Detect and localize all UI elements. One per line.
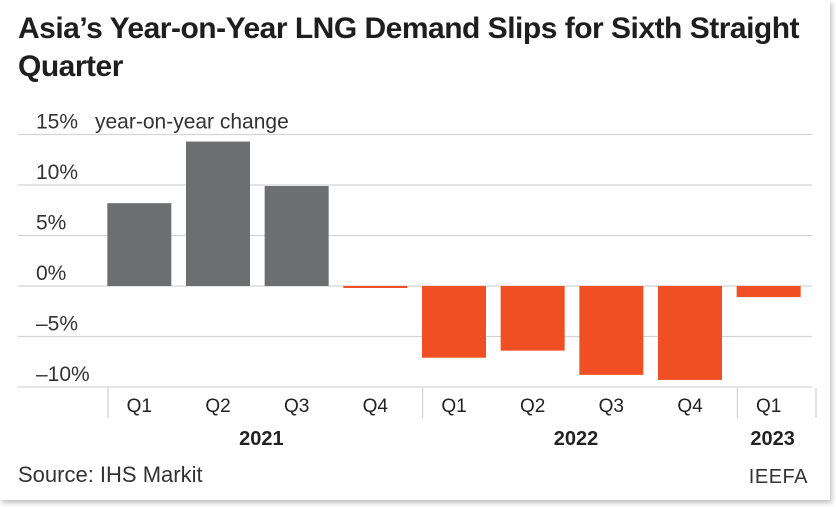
x-tick-label: Q1 — [127, 396, 152, 417]
year-label: 2021 — [239, 428, 284, 450]
bar-1 — [107, 203, 172, 286]
y-tick-label: 0% — [36, 262, 66, 285]
x-tick-label: Q1 — [756, 396, 781, 417]
source-note: Source: IHS Markit — [18, 462, 203, 487]
y-tick-label: 15% — [36, 111, 78, 134]
bar-5 — [422, 286, 486, 358]
bar-4 — [343, 286, 408, 289]
y-tick-label: 5% — [36, 212, 66, 235]
y-tick-label: –10% — [36, 363, 90, 386]
chart-title: Asia’s Year-on-Year LNG Demand Slips for… — [18, 12, 800, 83]
x-tick-label: Q4 — [363, 396, 389, 417]
x-tick-label: Q1 — [441, 396, 466, 417]
y-axis-label: year-on-year change — [95, 111, 289, 134]
bar-8 — [658, 286, 722, 380]
y-tick-label: 10% — [36, 161, 78, 184]
bar-6 — [500, 286, 565, 351]
x-tick-label: Q3 — [599, 396, 624, 417]
x-tick-label: Q3 — [284, 396, 309, 417]
bar-2 — [186, 141, 250, 286]
year-label: 2023 — [750, 428, 795, 450]
x-tick-label: Q4 — [677, 396, 703, 417]
y-tick-label: –5% — [36, 313, 78, 336]
x-tick-label: Q2 — [520, 396, 545, 417]
brand-label: IEEFA — [748, 466, 808, 488]
year-label: 2022 — [554, 428, 599, 450]
bar-9 — [736, 286, 801, 298]
chart-card: Asia’s Year-on-Year LNG Demand Slips for… — [18, 12, 817, 488]
bar-7 — [579, 286, 644, 375]
x-tick-label: Q2 — [205, 396, 230, 417]
bar-3 — [264, 186, 329, 286]
